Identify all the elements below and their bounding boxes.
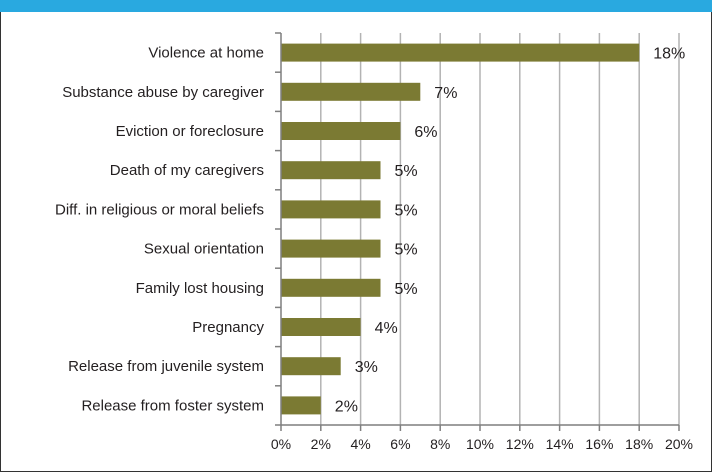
bar [281, 239, 381, 258]
bar [281, 122, 401, 140]
bar [281, 82, 421, 101]
category-label: Release from juvenile system [68, 358, 264, 375]
category-labels: Violence at home Substance abuse by careg… [55, 45, 264, 415]
data-label: 2% [335, 398, 358, 415]
x-tick-label: 18% [625, 436, 653, 452]
category-label: Substance abuse by caregiver [62, 84, 264, 101]
tick-labels: 0% 2% 4% 6% 8% 10% 12% 14% 16% 18% 20% [271, 436, 693, 452]
category-label: Death of my caregivers [110, 162, 264, 179]
gridlines [320, 33, 680, 425]
header-bar [0, 0, 712, 12]
category-label: Pregnancy [192, 319, 264, 336]
category-label: Sexual orientation [144, 241, 264, 258]
category-label: Eviction or foreclosure [116, 123, 264, 140]
data-label: 18% [653, 46, 685, 63]
x-tick-label: 14% [546, 436, 574, 452]
bar [281, 161, 381, 180]
category-label: Violence at home [148, 45, 264, 62]
axes [275, 32, 680, 431]
bar [281, 43, 640, 62]
bar [281, 278, 381, 297]
category-label: Release from foster system [81, 397, 264, 414]
x-tick-label: 2% [311, 436, 331, 452]
data-label: 7% [434, 85, 457, 102]
bar [281, 200, 381, 219]
data-label: 3% [355, 359, 378, 376]
x-tick-label: 4% [350, 436, 370, 452]
x-tick-label: 20% [665, 436, 693, 452]
bar [281, 396, 321, 415]
data-label: 6% [414, 124, 437, 141]
data-label: 5% [395, 202, 418, 219]
x-tick-label: 12% [506, 436, 534, 452]
x-tick-label: 8% [430, 436, 450, 452]
x-tick-label: 6% [390, 436, 410, 452]
bar [281, 318, 361, 336]
category-label: Diff. in religious or moral beliefs [55, 201, 264, 218]
data-label: 5% [395, 163, 418, 180]
data-label: 5% [395, 281, 418, 298]
value-labels: 18% 7% 6% 5% 5% 5% 5% 4% 3% 2% [335, 46, 685, 416]
x-tick-label: 16% [585, 436, 613, 452]
bars [281, 43, 640, 415]
data-label: 5% [395, 242, 418, 259]
x-tick-label: 0% [271, 436, 291, 452]
data-label: 4% [375, 320, 398, 337]
bar [281, 357, 341, 376]
category-label: Family lost housing [136, 280, 264, 297]
x-tick-label: 10% [466, 436, 494, 452]
